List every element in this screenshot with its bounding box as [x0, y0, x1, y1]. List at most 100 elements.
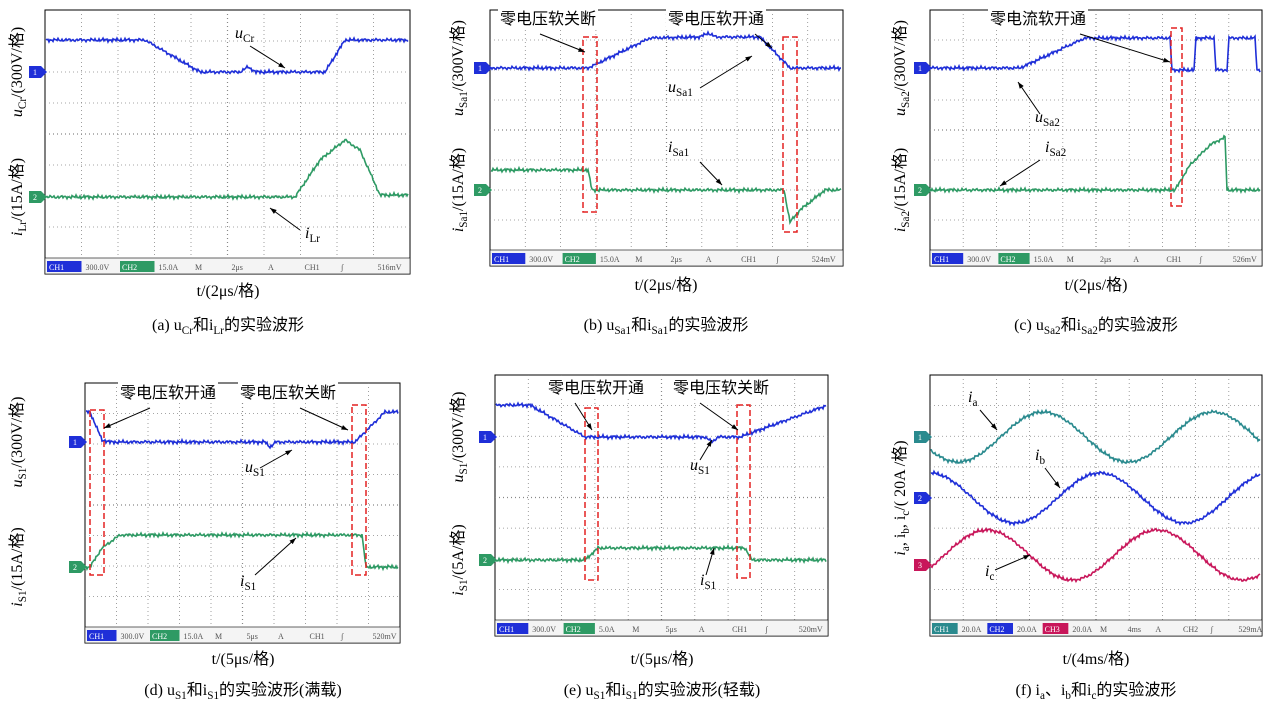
- y-axis-label-part: /(15A/格): [8, 158, 26, 221]
- caption-part: 的实验波形: [224, 316, 304, 334]
- y-axis-label-part: u: [892, 108, 909, 116]
- status-text: CH1: [494, 255, 509, 264]
- y-axis-label-part: S1: [458, 579, 470, 591]
- page: 12CH1300.0VCH215.0AM2μsACH1∫516mVuCriLru…: [0, 0, 1276, 719]
- y-axis-label-part: Sa2: [900, 211, 912, 228]
- status-text: 20.0A: [1017, 625, 1037, 634]
- status-text: CH1: [934, 625, 949, 634]
- variable-label-part: Sa2: [1043, 117, 1060, 129]
- status-text: 526mV: [1233, 255, 1257, 264]
- caption: (a) uCr和iLr的实验波形: [152, 316, 304, 337]
- status-text: A: [1133, 255, 1139, 264]
- channel-number: 1: [33, 68, 37, 77]
- status-text: 5μs: [666, 625, 677, 634]
- channel-marker: [914, 431, 932, 443]
- channel-number: 2: [33, 193, 37, 202]
- channel-number: 2: [918, 186, 922, 195]
- y-axis-label: iS1/(15A/格): [8, 527, 29, 606]
- channel-marker: [914, 559, 932, 571]
- y-axis-label-part: /(15A/格): [449, 148, 467, 211]
- y-axis-label-part: Sa1: [458, 211, 470, 228]
- status-text: CH3: [1045, 625, 1060, 634]
- caption: (d) uS1和iS1的实验波形(满载): [144, 681, 341, 702]
- annotation: 零电压软开通: [548, 379, 644, 397]
- y-axis-label-part: S1: [458, 463, 470, 475]
- variable-label-part: S1: [244, 581, 256, 593]
- caption-part: (b) u: [584, 317, 615, 334]
- x-axis-label: t/(2μs/格): [635, 276, 698, 294]
- x-axis-label: t/(5μs/格): [212, 650, 275, 668]
- status-text: A: [278, 632, 284, 641]
- status-text: M: [1067, 255, 1074, 264]
- y-axis-label: uCr/(300V/格): [8, 27, 29, 117]
- status-text: CH1: [49, 263, 64, 272]
- y-axis-label: iSa1/(15A/格): [449, 148, 470, 232]
- status-text: CH1: [934, 255, 949, 264]
- channel-marker: [474, 62, 492, 74]
- caption-part: Sa1: [652, 325, 669, 337]
- caption-part: (f) i: [1016, 682, 1041, 699]
- status-text: A: [699, 625, 705, 634]
- status-text: M: [635, 255, 642, 264]
- caption-part: S1: [593, 690, 605, 702]
- x-axis-label: t/(2μs/格): [1065, 276, 1128, 294]
- status-text: 300.0V: [967, 255, 991, 264]
- variable-label-part: S1: [698, 465, 710, 477]
- status-text: 4ms: [1128, 625, 1141, 634]
- caption: (e) uS1和iS1的实验波形(轻载): [564, 681, 761, 702]
- y-axis-label-part: , i: [892, 533, 909, 546]
- status-text: 520mV: [373, 632, 397, 641]
- y-axis-label: iS1/(5A/格): [449, 524, 470, 595]
- channel-marker: [29, 66, 47, 78]
- variable-label-part: Sa1: [672, 147, 689, 159]
- variable-label-part: Sa1: [676, 87, 693, 99]
- channel-number: 1: [478, 64, 482, 73]
- status-text: 524mV: [812, 255, 836, 264]
- variable-label-part: u: [235, 25, 243, 42]
- status-text: 516mV: [378, 263, 402, 272]
- status-text: 15.0A: [600, 255, 620, 264]
- annotation: 零电压软开通: [120, 384, 216, 402]
- caption-part: 和i: [631, 316, 652, 334]
- status-text: CH1: [310, 632, 325, 641]
- status-text: A: [268, 263, 274, 272]
- channel-number: 1: [483, 433, 487, 442]
- y-axis-label-part: /(300V/格): [449, 20, 467, 91]
- annotation: 零电压软关断: [240, 384, 336, 402]
- status-text: 300.0V: [86, 263, 110, 272]
- caption-part: 的实验波形: [1096, 681, 1176, 699]
- status-text: CH1: [499, 625, 514, 634]
- variable-label-part: S1: [704, 580, 716, 592]
- caption-part: Sa2: [1081, 325, 1098, 337]
- status-text: 2μs: [671, 255, 682, 264]
- status-text: 2μs: [1100, 255, 1111, 264]
- y-axis-label-part: Cr: [17, 98, 29, 109]
- caption-part: Lr: [213, 325, 224, 337]
- caption-part: Sa2: [1044, 325, 1061, 337]
- y-axis-label-part: /( 20A /格): [891, 440, 909, 510]
- caption-part: 的实验波形(轻载): [638, 681, 761, 699]
- caption-part: (d) u: [144, 682, 175, 699]
- y-axis-label: iSa2/(15A/格): [891, 148, 912, 232]
- channel-number: 1: [918, 433, 922, 442]
- caption: (b) uSa1和iSa1的实验波形: [584, 316, 749, 337]
- y-axis-label-part: u: [450, 108, 467, 116]
- y-axis-label: uS1/(300V/格): [8, 397, 29, 488]
- channel-marker: [479, 554, 497, 566]
- status-text: CH1: [732, 625, 747, 634]
- x-axis-label: t/(5μs/格): [631, 650, 694, 668]
- status-text: 15.0A: [159, 263, 179, 272]
- y-axis-label-part: Sa1: [458, 91, 470, 108]
- annotation: 零电流软开通: [990, 10, 1086, 28]
- channel-marker: [914, 492, 932, 504]
- status-text: CH2: [566, 625, 581, 634]
- y-axis-label-part: /(300V/格): [8, 397, 26, 468]
- status-text: CH2: [152, 632, 167, 641]
- y-axis-label-part: /(300V/格): [449, 392, 467, 463]
- caption: (f) ia、ib和ic的实验波形: [1016, 681, 1177, 702]
- channel-marker: [914, 62, 932, 74]
- status-text: CH1: [89, 632, 104, 641]
- variable-label-part: u: [1035, 109, 1043, 126]
- channel-number: 1: [73, 438, 77, 447]
- caption-part: S1: [175, 690, 187, 702]
